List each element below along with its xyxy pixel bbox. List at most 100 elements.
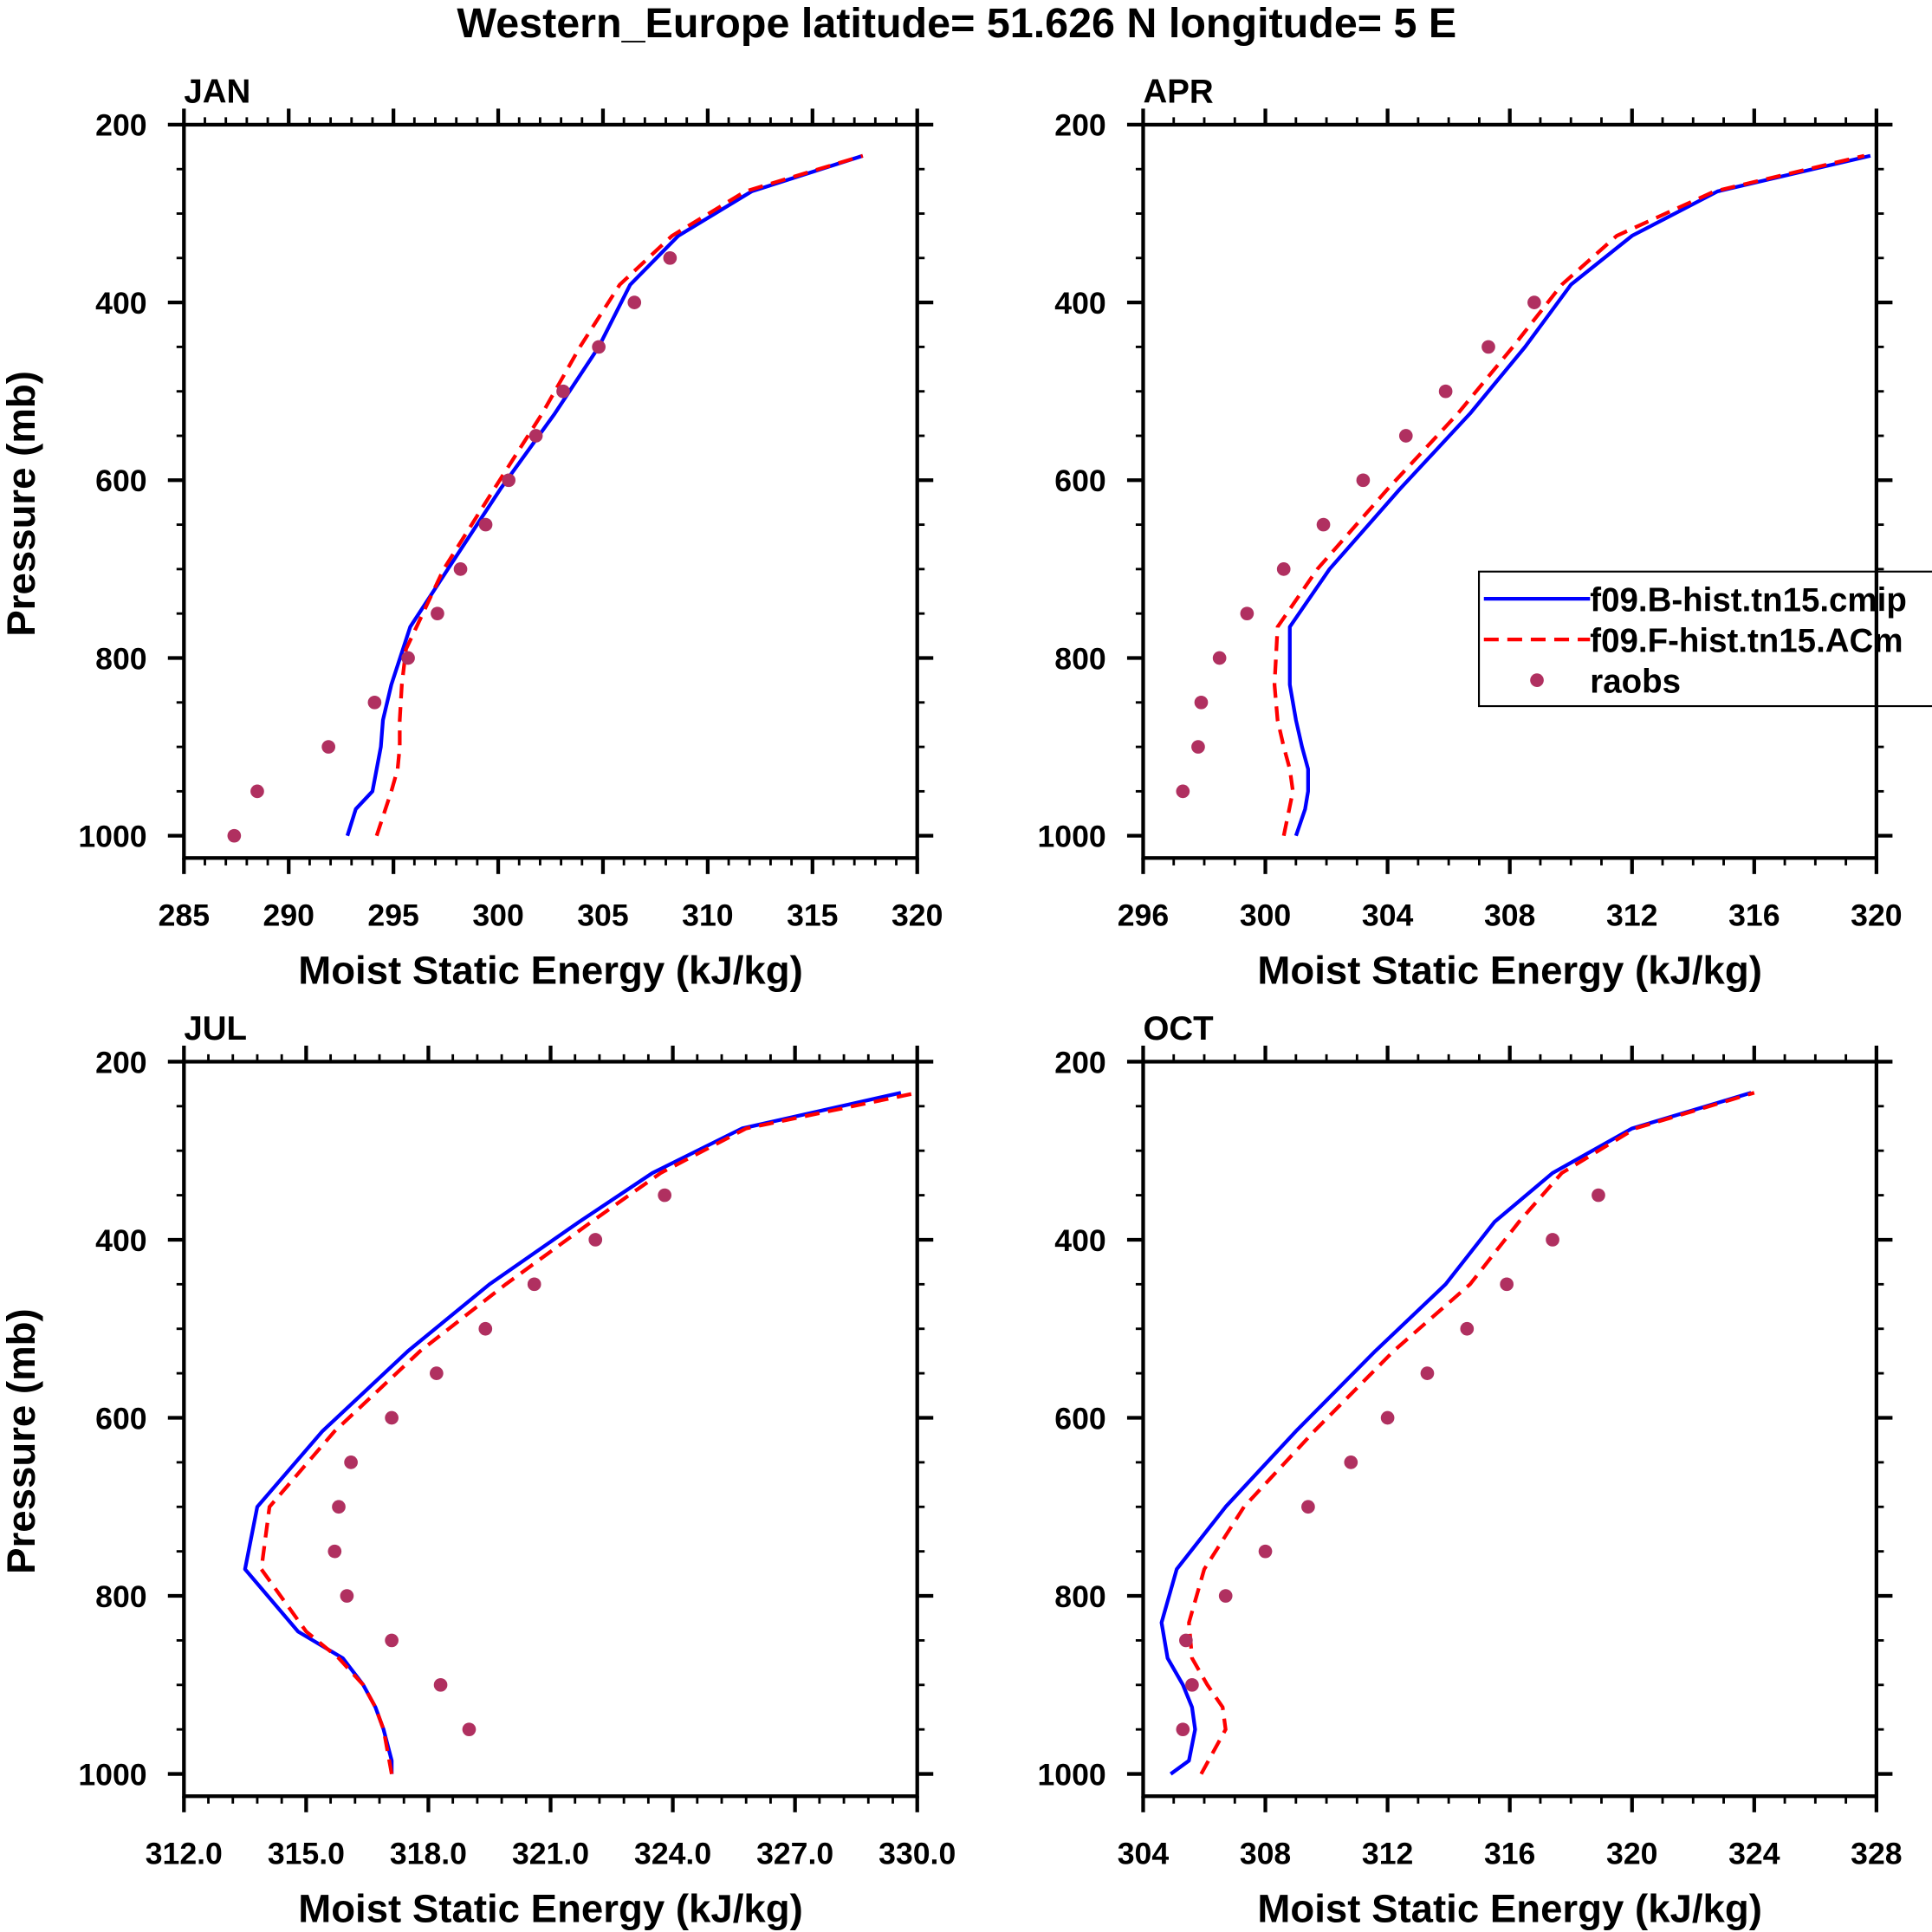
y-tick-label: 600 — [1054, 1401, 1105, 1436]
x-tick-label: 305 — [577, 898, 628, 933]
raobs-point — [1460, 1321, 1475, 1336]
raobs-point — [1481, 340, 1495, 354]
raobs-point — [431, 606, 444, 621]
raobs-point — [1344, 1455, 1358, 1469]
x-tick-label: 324 — [1728, 1837, 1780, 1871]
plot-frame — [1141, 1060, 1879, 1799]
y-axis-title: Pressure (mb) — [0, 371, 43, 636]
raobs-point — [1191, 740, 1205, 754]
raobs-point — [502, 473, 515, 488]
raobs-point — [663, 250, 677, 265]
raobs-point — [1218, 1589, 1233, 1603]
series-line-f-hist — [374, 153, 864, 837]
raobs-point — [1592, 1188, 1605, 1203]
x-tick-label: 320 — [1606, 1837, 1657, 1871]
panel-label: JAN — [184, 73, 250, 110]
raobs-point — [478, 517, 493, 532]
x-tick-label: 308 — [1484, 898, 1535, 933]
x-tick-label: 312.0 — [146, 1837, 223, 1871]
raobs-point — [1438, 384, 1453, 399]
series-line-f-hist — [1272, 153, 1865, 837]
x-tick-label: 295 — [367, 898, 418, 933]
raobs-point — [327, 1544, 342, 1559]
x-tick-label: 327.0 — [756, 1837, 833, 1871]
raobs-point — [1316, 517, 1331, 532]
x-tick-label: 290 — [263, 898, 314, 933]
y-tick-label: 1000 — [78, 819, 146, 853]
y-tick-label: 1000 — [78, 1757, 146, 1792]
x-tick-label: 315.0 — [268, 1837, 345, 1871]
y-tick-label: 200 — [1054, 108, 1105, 143]
y-tick-label: 400 — [1054, 1223, 1105, 1258]
x-axis-title: Moist Static Energy (kJ/kg) — [298, 1887, 803, 1931]
x-tick-label: 296 — [1118, 898, 1169, 933]
panel-jan: JAN 285 290 295 300 305 310 315 320 200 400 600 800 1… — [0, 73, 943, 992]
raobs-point — [1212, 651, 1227, 665]
y-tick-label: 800 — [95, 641, 146, 676]
y-tick-label: 400 — [95, 286, 146, 321]
legend-label: f09.F-hist.tn15.ACm — [1590, 622, 1903, 659]
panel-oct: OCT 304 308 312 316 320 324 328 200 400 600 800 1000… — [1038, 1010, 1903, 1931]
x-tick-label: 321.0 — [512, 1837, 589, 1871]
legend-marker-raobs — [1530, 673, 1544, 687]
raobs-point — [478, 1321, 493, 1336]
y-tick-label: 600 — [95, 464, 146, 498]
y-tick-label: 400 — [1054, 286, 1105, 321]
raobs-point — [385, 1633, 399, 1648]
series-line-f-hist — [1187, 1091, 1755, 1775]
series-line-b-hist — [1159, 1091, 1752, 1776]
x-tick-label: 312 — [1606, 898, 1657, 933]
y-axis-title: Pressure (mb) — [0, 1308, 43, 1574]
series-line-b-hist — [1287, 153, 1871, 837]
x-tick-label: 300 — [472, 898, 523, 933]
figure-title: Western_Europe latitude= 51.626 N longit… — [457, 0, 1456, 47]
x-tick-label: 316 — [1728, 898, 1780, 933]
raobs-point — [1179, 1633, 1193, 1648]
raobs-point — [1185, 1677, 1199, 1692]
raobs-point — [385, 1410, 399, 1425]
raobs-point — [1356, 473, 1371, 488]
y-tick-label: 800 — [1054, 1579, 1105, 1614]
raobs-point — [1258, 1544, 1273, 1559]
x-axis-title: Moist Static Energy (kJ/kg) — [1257, 1887, 1762, 1931]
y-tick-label: 400 — [95, 1223, 146, 1258]
raobs-point — [1398, 429, 1413, 443]
x-tick-label: 304 — [1362, 898, 1414, 933]
raobs-point — [321, 740, 336, 754]
raobs-point — [340, 1589, 354, 1603]
y-tick-label: 200 — [1054, 1045, 1105, 1079]
raobs-point — [1176, 1722, 1190, 1737]
x-tick-label: 324.0 — [634, 1837, 711, 1871]
y-tick-label: 600 — [1054, 464, 1105, 498]
y-tick-label: 800 — [1054, 641, 1105, 676]
raobs-point — [430, 1366, 444, 1380]
raobs-point — [344, 1455, 358, 1469]
x-tick-label: 315 — [787, 898, 838, 933]
raobs-point — [627, 295, 642, 309]
panel-label: APR — [1143, 73, 1213, 110]
raobs-point — [332, 1500, 346, 1514]
panel-label: JUL — [184, 1010, 247, 1047]
x-tick-label: 316 — [1484, 1837, 1535, 1871]
x-axis-title: Moist Static Energy (kJ/kg) — [1257, 949, 1762, 993]
x-tick-label: 320 — [891, 898, 943, 933]
y-tick-label: 600 — [95, 1401, 146, 1436]
legend-label: f09.B-hist.tn15.cmip — [1590, 581, 1907, 619]
raobs-point — [227, 828, 242, 843]
raobs-point — [401, 651, 415, 665]
panel-label: OCT — [1143, 1010, 1214, 1047]
x-tick-label: 285 — [159, 898, 210, 933]
raobs-point — [1276, 562, 1291, 576]
raobs-point — [588, 1233, 603, 1247]
raobs-point — [1546, 1233, 1559, 1247]
raobs-point — [1176, 784, 1190, 799]
x-axis-title: Moist Static Energy (kJ/kg) — [298, 949, 803, 993]
y-tick-label: 200 — [95, 108, 146, 143]
x-tick-label: 330.0 — [878, 1837, 956, 1871]
raobs-point — [250, 784, 264, 799]
series-line-b-hist — [345, 153, 864, 837]
raobs-point — [556, 384, 570, 399]
raobs-point — [527, 1277, 541, 1292]
raobs-point — [658, 1188, 672, 1203]
